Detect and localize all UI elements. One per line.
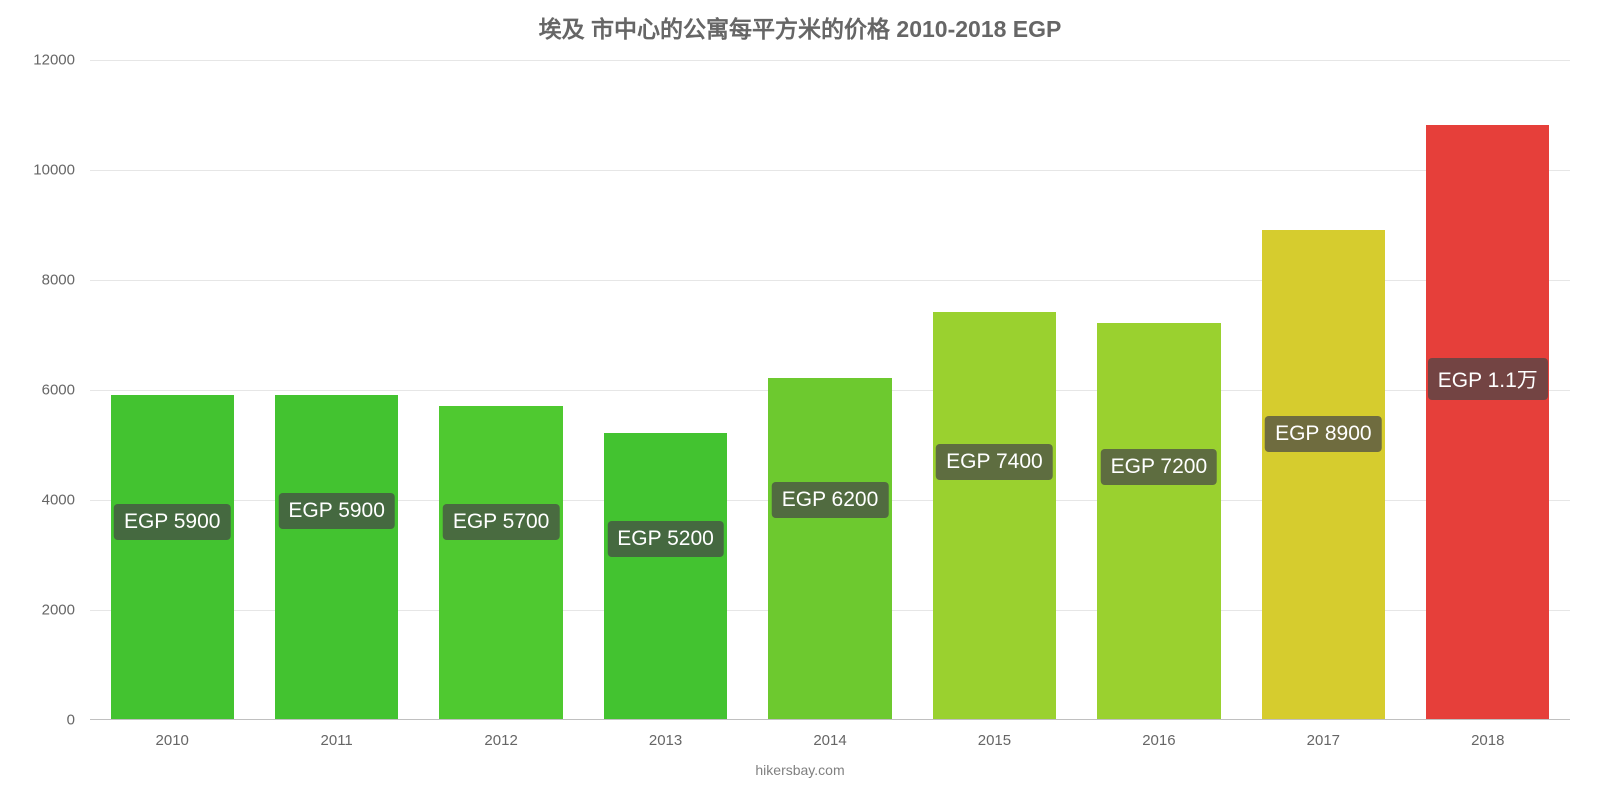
bar-value-label: EGP 5900 [114, 504, 231, 540]
x-tick-label: 2017 [1307, 720, 1340, 749]
x-tick-label: 2013 [649, 720, 682, 749]
gridline [90, 60, 1570, 61]
bar [1097, 323, 1220, 719]
x-tick-label: 2010 [156, 720, 189, 749]
x-tick-label: 2016 [1142, 720, 1175, 749]
bar-value-label: EGP 1.1万 [1428, 358, 1548, 400]
bar [604, 433, 727, 719]
y-tick-label: 4000 [42, 492, 90, 509]
x-tick-label: 2014 [813, 720, 846, 749]
x-tick-label: 2015 [978, 720, 1011, 749]
x-tick-label: 2018 [1471, 720, 1504, 749]
y-tick-label: 12000 [33, 52, 90, 69]
y-tick-label: 2000 [42, 602, 90, 619]
bar [933, 312, 1056, 719]
bar [1426, 125, 1549, 719]
bar [111, 395, 234, 720]
chart-plot-area: EGP 5900 EGP 5900 EGP 5700 EGP 5200 EGP 6200… [90, 60, 1570, 720]
y-tick-label: 0 [67, 712, 90, 729]
y-tick-label: 10000 [33, 162, 90, 179]
bar [275, 395, 398, 720]
y-tick-label: 6000 [42, 382, 90, 399]
x-tick-label: 2012 [484, 720, 517, 749]
bar-value-label: EGP 7400 [936, 444, 1053, 480]
bar-value-label: EGP 7200 [1101, 449, 1218, 485]
bar [1262, 230, 1385, 720]
bar [768, 378, 891, 719]
y-tick-label: 8000 [42, 272, 90, 289]
bar-value-label: EGP 5900 [278, 493, 395, 529]
bar-value-label: EGP 5200 [607, 521, 724, 557]
bar-value-label: EGP 8900 [1265, 416, 1382, 452]
bar-value-label: EGP 6200 [772, 482, 889, 518]
attribution-text: hikersbay.com [0, 762, 1600, 778]
plot-area: EGP 5900 EGP 5900 EGP 5700 EGP 5200 EGP 6200… [90, 60, 1570, 720]
bar-value-label: EGP 5700 [443, 504, 560, 540]
bar [439, 406, 562, 720]
chart-title: 埃及 市中心的公寓每平方米的价格 2010-2018 EGP [0, 0, 1600, 44]
x-tick-label: 2011 [321, 720, 353, 749]
gridline [90, 170, 1570, 171]
